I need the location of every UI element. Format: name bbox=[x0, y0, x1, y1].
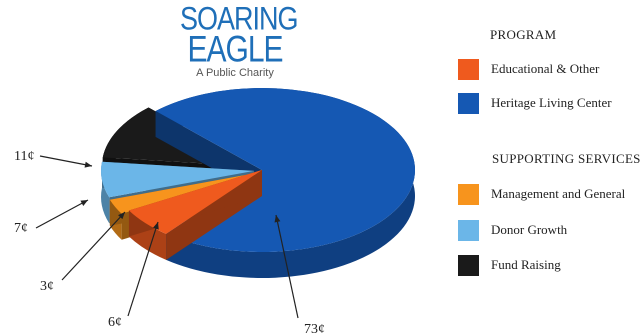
legend-swatch bbox=[458, 92, 479, 114]
leader-arrowhead bbox=[80, 200, 88, 206]
leader-line bbox=[275, 214, 299, 319]
slice-value-label: 6¢ bbox=[108, 315, 122, 330]
slice-value-label: 11¢ bbox=[14, 149, 34, 164]
slice-value-label: 3¢ bbox=[40, 279, 54, 294]
leader-line bbox=[61, 211, 126, 281]
legend-label: Fund Raising bbox=[491, 257, 561, 272]
legend-heading-supporting: SUPPORTING SERVICES bbox=[492, 151, 641, 166]
legend-label: Heritage Living Center bbox=[491, 95, 612, 110]
legend-item-heritage: Heritage Living Center bbox=[458, 92, 612, 114]
legend-item-fund-raising: Fund Raising bbox=[458, 254, 561, 276]
leader-line bbox=[39, 155, 93, 167]
legend-swatch bbox=[458, 58, 479, 80]
legend-item-management: Management and General bbox=[458, 183, 625, 205]
soaring-eagle-logo: SOARING EAGLE A Public Charity bbox=[180, 0, 299, 79]
leader-line bbox=[35, 199, 89, 229]
legend-label: Educational & Other bbox=[491, 61, 600, 76]
leader-arrowhead bbox=[153, 222, 159, 230]
legend-label: Management and General bbox=[491, 186, 626, 201]
logo-line-1: SOARING bbox=[180, 0, 299, 37]
legend-swatch bbox=[458, 219, 479, 241]
leader-arrowhead bbox=[84, 161, 92, 168]
legend-item-donor-growth: Donor Growth bbox=[458, 219, 567, 241]
logo-tagline: A Public Charity bbox=[196, 67, 274, 79]
leader-arrowhead bbox=[274, 215, 281, 223]
legend-item-educational: Educational & Other bbox=[458, 58, 599, 80]
legend-label: Donor Growth bbox=[491, 222, 568, 237]
slice-value-label: 73¢ bbox=[304, 322, 325, 336]
leader-arrowhead bbox=[118, 212, 125, 220]
slice-value-label: 7¢ bbox=[14, 221, 28, 236]
legend-swatch bbox=[458, 183, 479, 205]
logo-line-2: EAGLE bbox=[187, 28, 283, 70]
leader-line bbox=[127, 221, 159, 317]
pie-slice-educational-other bbox=[128, 170, 262, 260]
pie-labels: 73¢ 6¢ 3¢ 7¢ 11¢ bbox=[14, 149, 325, 336]
pie-slices bbox=[101, 87, 415, 278]
legend-heading-program: PROGRAM bbox=[490, 27, 557, 42]
legend-swatch bbox=[458, 254, 479, 276]
